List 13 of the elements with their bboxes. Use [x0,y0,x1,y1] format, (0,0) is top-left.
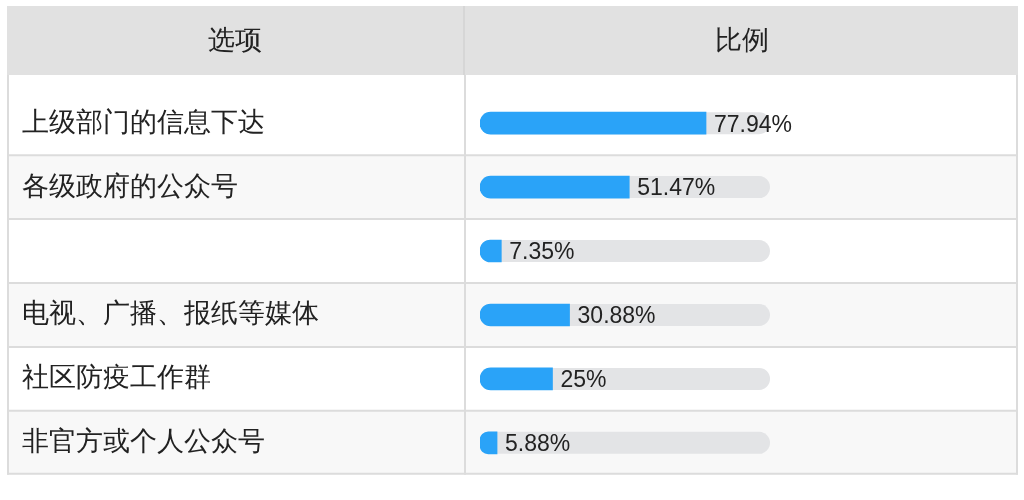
y-tick-label: 各级政府的公众号 [22,170,238,201]
y-tick-label: 电视、广播、报纸等媒体 [22,298,319,329]
y-tick-label: 社区防疫工作群 [22,362,211,393]
y-axis-title: 选项 [208,25,262,55]
data-label: 5.88% [505,430,571,457]
y-tick-label: 非官方或个人公众号 [22,426,265,457]
data-label: 7.35% [509,238,575,265]
data-label: 77.94% [714,110,793,137]
x-axis-title: 比例 [714,25,769,55]
data-label: 51.47% [637,174,716,201]
data-label: 30.88% [577,302,656,329]
data-label: 25% [560,366,607,393]
y-tick-label: 上级部门的信息下达 [22,106,265,137]
